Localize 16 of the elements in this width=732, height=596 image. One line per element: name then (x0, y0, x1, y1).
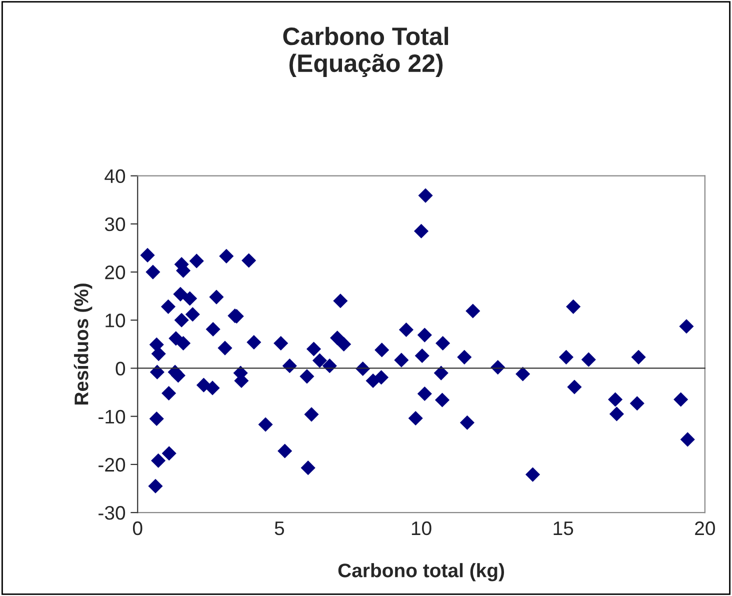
y-tick-label: 40 (104, 169, 126, 184)
y-tick-label: -30 (98, 506, 126, 520)
y-tick-label: 30 (104, 217, 126, 232)
x-tick-label: 5 (274, 522, 284, 536)
y-tick-label: 20 (105, 266, 126, 280)
y-tick-label: -10 (98, 410, 126, 424)
y-tick-label: 10 (106, 314, 126, 328)
y-axis-title: Resíduos (%) (74, 284, 92, 404)
x-axis-title: Carbono total (kg) (338, 563, 504, 582)
chart-title: Carbono Total (Equação 22) (283, 26, 448, 78)
x-tick-label: 10 (412, 521, 432, 536)
x-tick-label: 20 (695, 521, 715, 536)
x-tick-label: 0 (132, 521, 142, 536)
x-tick-label: 15 (554, 522, 574, 536)
y-tick-label: -20 (98, 458, 126, 472)
y-tick-label: 0 (116, 362, 126, 376)
